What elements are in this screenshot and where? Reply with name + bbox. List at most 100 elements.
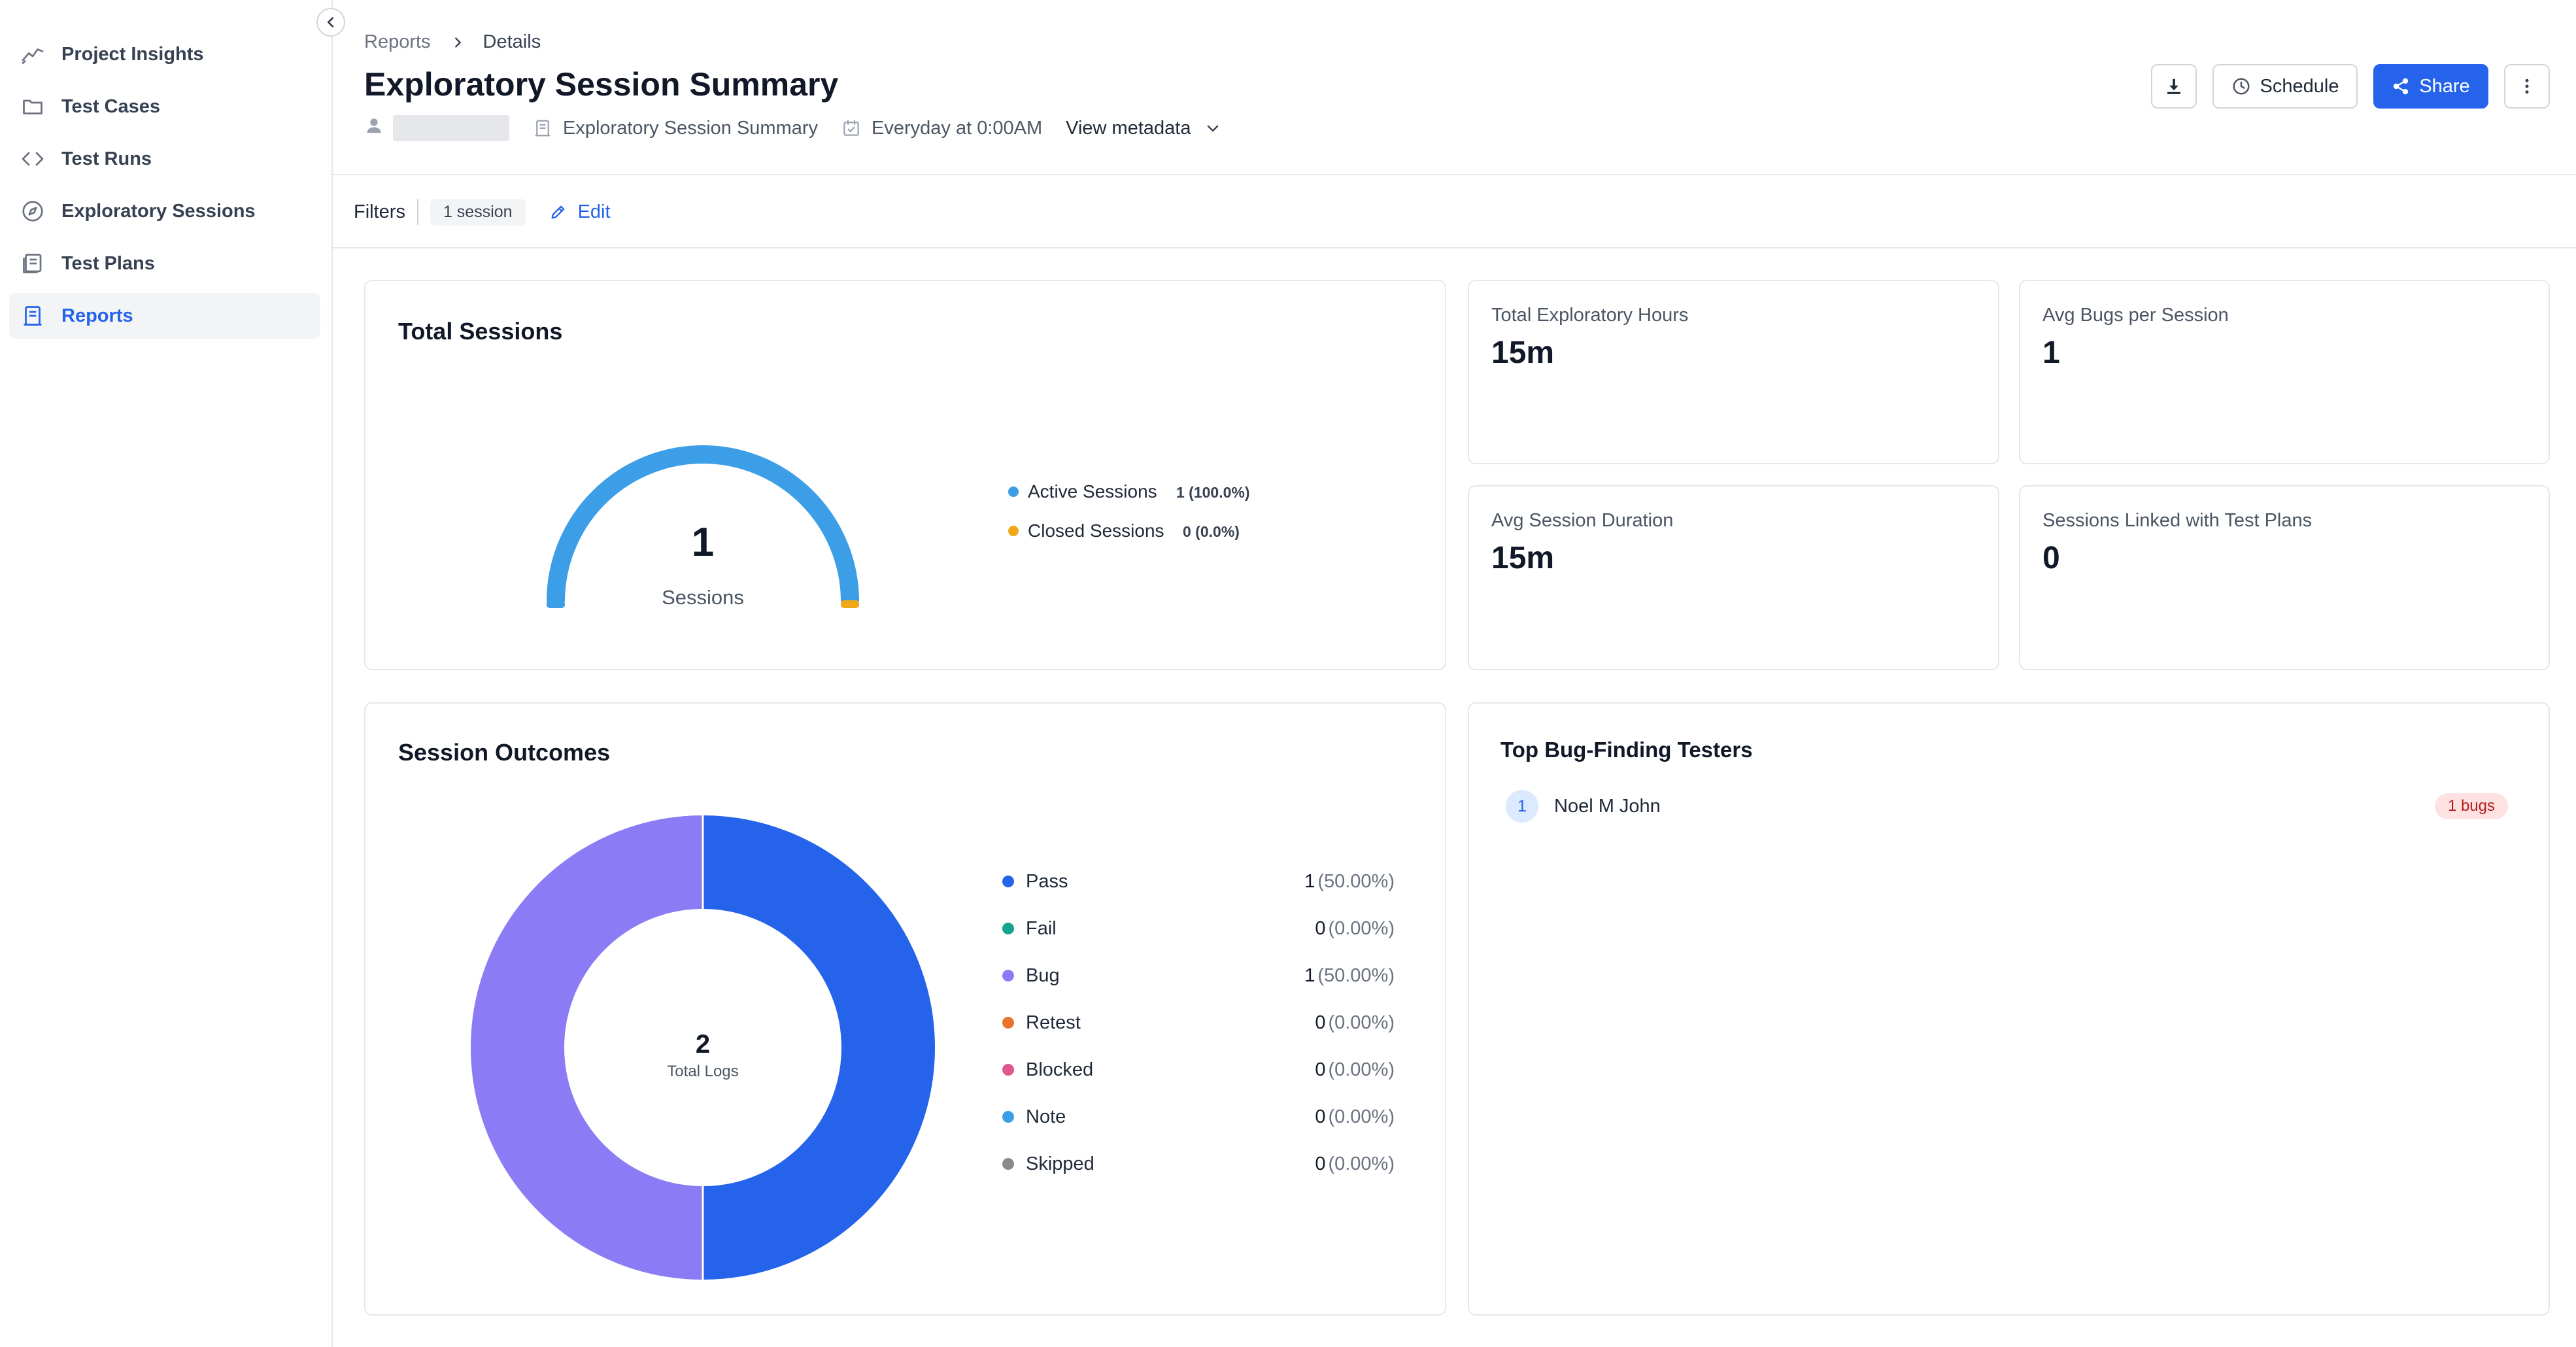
gauge-center-caption: Sessions [662,586,744,609]
code-brackets-icon [20,146,46,172]
stat-card-avg-bugs: Avg Bugs per Session 1 [2019,280,2550,464]
legend-dot [1008,526,1019,536]
chevron-left-icon [327,17,334,27]
legend-item-closed-sessions: Closed Sessions [1008,520,1164,541]
tester-row[interactable]: 1 Noel M John 1 bugs [1506,790,2508,823]
report-icon [535,120,551,137]
kebab-menu-icon [2525,78,2529,94]
share-button[interactable]: Share [2373,64,2488,109]
legend-item-active-sessions: Active Sessions [1008,481,1157,502]
rank-badge: 1 [1506,790,1538,823]
calendar-check-icon [843,120,859,136]
donut-slice-pass[interactable] [702,815,935,1280]
outcome-row-pass: Pass 1 (50.00%) [1002,868,1395,895]
card-title: Session Outcomes [398,739,611,766]
outcome-row-skipped: Skipped 0 (0.00%) [1002,1151,1395,1177]
stat-value: 15m [1491,335,1555,370]
outcome-percent: (0.00%) [1328,1153,1395,1174]
card-title: Total Sessions [398,318,563,345]
outcome-percent: (50.00%) [1317,964,1395,986]
clock-icon [2233,78,2250,95]
card-title: Top Bug-Finding Testers [1500,738,1753,762]
filter-chip[interactable]: 1 session [430,198,526,226]
legend-dot [1002,876,1014,887]
folder-icon [20,94,46,120]
outcome-count: 1 [1304,870,1315,892]
outcome-count: 0 [1315,1059,1326,1080]
stat-label: Sessions Linked with Test Plans [2042,510,2313,531]
gauge-center-value: 1 [692,520,714,565]
view-metadata-toggle[interactable]: View metadata [1066,118,1221,139]
breadcrumb: Reports Details [364,31,541,53]
gauge-cap-start [547,600,565,608]
pencil-icon [551,205,564,219]
donut-center-label: Total Logs [667,1063,738,1080]
meta-schedule: Everyday at 0:00AM [841,118,1042,139]
sidebar-item-exploratory-sessions[interactable]: Exploratory Sessions [9,188,320,234]
outcome-count: 0 [1315,1106,1326,1127]
breadcrumb-current: Details [483,31,541,52]
report-type-text: Exploratory Session Summary [563,117,819,139]
share-label: Share [2419,75,2470,97]
outcome-percent: (0.00%) [1328,1012,1395,1033]
sidebar-item-label: Exploratory Sessions [61,200,256,222]
outcome-label: Fail [1026,917,1057,939]
legend-dot [1002,970,1014,981]
filters-label: Filters [354,199,418,225]
user-icon [364,116,384,141]
outcome-label: Note [1026,1106,1066,1127]
top-testers-card: Top Bug-Finding Testers 1 Noel M John 1 … [1468,702,2550,1316]
donut-slice-bug[interactable] [471,815,703,1280]
sessions-gauge-chart: 1 Sessions [547,445,859,609]
sidebar-item-project-insights[interactable]: Project Insights [9,31,320,77]
redacted-owner-name [393,115,509,141]
header-actions: Schedule Share [2151,64,2550,109]
breadcrumb-reports-link[interactable]: Reports [364,31,431,52]
document-stack-icon [20,250,46,277]
legend-dot [1002,1158,1014,1170]
stat-label: Avg Bugs per Session [2042,305,2229,326]
outcome-label: Retest [1026,1012,1081,1033]
meta-report-type: Exploratory Session Summary [533,118,818,139]
legend-dot [1002,923,1014,934]
outcome-percent: (50.00%) [1317,870,1395,892]
stat-value: 1 [2042,335,2060,370]
outcome-row-blocked: Blocked 0 (0.00%) [1002,1057,1395,1083]
more-options-button[interactable] [2504,64,2550,109]
session-outcomes-card: Session Outcomes 2 Total Logs Pass 1 (50.0… [364,702,1446,1316]
report-meta: Exploratory Session Summary Everyday at … [364,114,1221,143]
outcome-row-bug: Bug 1 (50.00%) [1002,963,1395,989]
stat-card-linked-plans: Sessions Linked with Test Plans 0 [2019,485,2550,670]
legend-dot [1002,1017,1014,1029]
view-metadata-label: View metadata [1066,117,1191,139]
sidebar-item-test-runs[interactable]: Test Runs [9,136,320,182]
outcome-row-note: Note 0 (0.00%) [1002,1104,1395,1130]
gauge-arc-active-sessions [547,445,859,602]
outcome-label: Pass [1026,870,1068,892]
edit-label: Edit [577,201,611,222]
gauge-cap-end [841,600,859,608]
stat-card-avg-duration: Avg Session Duration 15m [1468,485,1999,670]
schedule-label: Schedule [2260,75,2339,97]
chevron-right-icon [450,35,465,50]
download-button[interactable] [2151,64,2197,109]
outcome-row-fail: Fail 0 (0.00%) [1002,915,1395,942]
filters-divider [333,247,2576,248]
stat-value: 0 [2042,541,2060,575]
sidebar-item-label: Project Insights [61,43,204,65]
share-icon [2394,78,2409,95]
legend-dot [1008,486,1019,497]
collapse-sidebar-button[interactable] [316,8,345,37]
sidebar-item-label: Test Runs [61,148,152,169]
schedule-text: Everyday at 0:00AM [872,117,1043,139]
sidebar-item-reports[interactable]: Reports [9,293,320,339]
schedule-button[interactable]: Schedule [2212,64,2358,109]
total-sessions-card: Total Sessions 1 Sessions Active Session… [364,280,1446,670]
legend-label: Closed Sessions [1028,520,1164,541]
sidebar-item-test-plans[interactable]: Test Plans [9,241,320,286]
outcome-percent: (0.00%) [1328,917,1395,939]
sidebar-item-test-cases[interactable]: Test Cases [9,84,320,129]
edit-filters-button[interactable]: Edit [549,201,611,223]
sidebar-item-label: Test Cases [61,95,160,117]
